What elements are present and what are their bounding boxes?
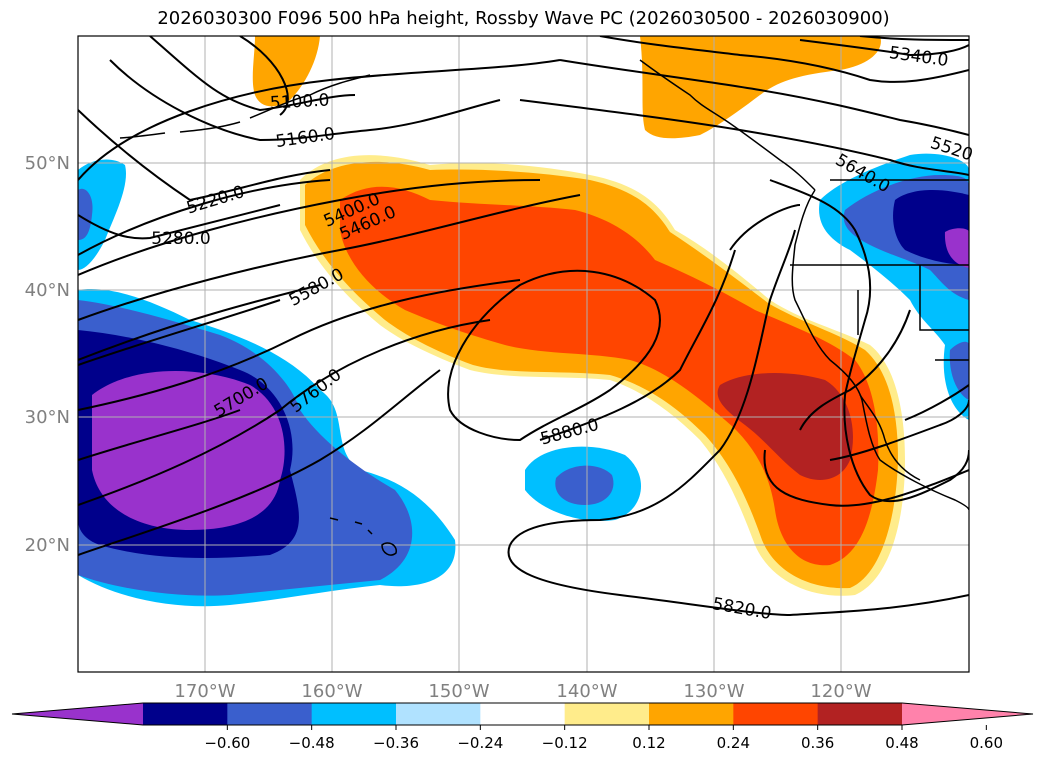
colorbar-extend-low	[12, 703, 143, 725]
height-contours	[78, 36, 969, 617]
colorbar-outline	[11, 702, 1034, 726]
colorbar-tick-label: −0.60	[204, 734, 250, 752]
lat-label: 40°N	[25, 280, 70, 301]
colorbar-swatch	[480, 703, 566, 725]
lat-label: 30°N	[25, 407, 70, 428]
positive-band-red	[340, 186, 879, 566]
positive-patch-north	[640, 36, 881, 139]
longitude-labels: 170°W 160°W 150°W 140°W 130°W 120°W	[174, 681, 871, 702]
colorbar-tick-label: 0.12	[632, 734, 665, 752]
positive-core	[717, 373, 853, 480]
colorbar-tick-label: 0.36	[801, 734, 834, 752]
colorbar-tick-label: 0.24	[717, 734, 750, 752]
negative-patch-northwest	[78, 159, 126, 270]
colorbar: −0.60 −0.48 −0.36 −0.24 −0.12 0.12 0.24 0.36 0.4…	[11, 702, 1034, 752]
coastlines	[119, 59, 969, 556]
colorbar-swatch	[817, 703, 903, 725]
lat-label: 20°N	[25, 535, 70, 556]
lon-label: 120°W	[810, 681, 871, 702]
lon-label: 130°W	[683, 681, 744, 702]
graticule	[78, 36, 969, 672]
colorbar-swatch	[733, 703, 819, 725]
filled-anomaly-layer	[78, 36, 969, 607]
colorbar-tick-label: −0.12	[542, 734, 588, 752]
lon-label: 140°W	[556, 681, 617, 702]
colorbar-swatch	[564, 703, 650, 725]
colorbar-swatch	[143, 703, 228, 725]
colorbar-extend-high	[902, 703, 1033, 725]
colorbar-swatch	[311, 703, 397, 725]
lon-label: 170°W	[174, 681, 235, 702]
lon-label: 160°W	[301, 681, 362, 702]
colorbar-tick-label: 0.60	[970, 734, 1003, 752]
lat-label: 50°N	[25, 153, 70, 174]
colorbar-tick-label: −0.24	[457, 734, 503, 752]
map-title: 2026030300 F096 500 hPa height, Rossby W…	[157, 8, 890, 29]
colorbar-swatch	[396, 703, 481, 725]
plot-frame	[77, 35, 970, 673]
colorbar-tick-label: −0.48	[289, 734, 335, 752]
latitude-labels: 50°N 40°N 30°N 20°N	[25, 153, 70, 556]
lon-label: 150°W	[428, 681, 489, 702]
colorbar-tick-label: 0.48	[885, 734, 918, 752]
colorbar-tick-label: −0.36	[373, 734, 419, 752]
contour-label: 5280.0	[151, 229, 210, 249]
colorbar-swatch	[649, 703, 734, 725]
colorbar-swatch	[227, 703, 313, 725]
contour-label: 5100.0	[270, 90, 330, 113]
